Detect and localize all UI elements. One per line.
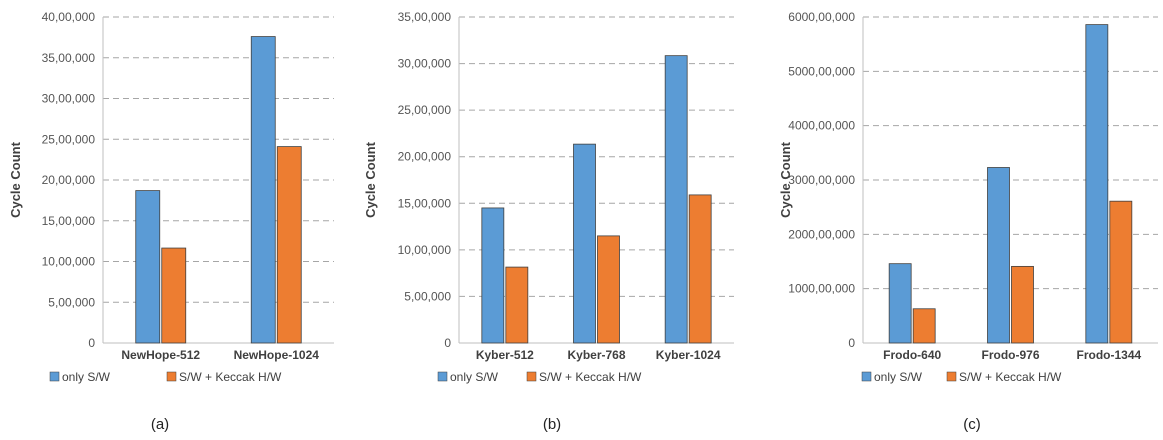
bar-only-sw — [987, 167, 1010, 344]
bar-sw-keccak-hw — [505, 266, 529, 344]
panel-caption: (c) — [963, 416, 981, 433]
bar-sw-keccak-hw — [688, 194, 712, 344]
x-category-label: Kyber-768 — [567, 348, 625, 362]
x-category-label: NewHope-512 — [121, 348, 200, 362]
y-tick-label: 25,00,000 — [42, 132, 96, 146]
bar-sw-keccak-hw — [1011, 265, 1034, 344]
y-tick-label: 30,00,000 — [398, 57, 452, 71]
y-tick-label: 30,00,000 — [42, 92, 96, 106]
x-category-label: Frodo-976 — [981, 348, 1039, 362]
legend-label: only S/W — [450, 370, 499, 384]
legend-swatch — [946, 371, 957, 382]
legend-swatch — [49, 371, 60, 382]
bar-sw-keccak-hw — [161, 247, 187, 344]
y-tick-label: 6000,00,000 — [788, 10, 855, 24]
x-category-label: Frodo-1344 — [1076, 348, 1141, 362]
panel-caption: (b) — [543, 416, 561, 433]
y-tick-label: 10,00,000 — [398, 243, 452, 257]
y-tick-label: 4000,00,000 — [788, 119, 855, 133]
bar-sw-keccak-hw — [597, 235, 620, 344]
y-tick-label: 2000,00,000 — [788, 227, 855, 241]
bar-only-sw — [573, 143, 596, 344]
y-tick-label: 40,00,000 — [42, 10, 96, 24]
y-tick-label: 15,00,000 — [42, 214, 96, 228]
legend-label: only S/W — [62, 370, 111, 384]
bar-only-sw — [888, 263, 912, 344]
legend-label: S/W + Keccak H/W — [539, 370, 642, 384]
bar-sw-keccak-hw — [1109, 200, 1133, 344]
bar-sw-keccak-hw — [276, 146, 302, 344]
legend-swatch — [526, 371, 537, 382]
y-tick-label: 0 — [848, 336, 855, 350]
y-tick-label: 1000,00,000 — [788, 282, 855, 296]
y-axis-label: Cycle Count — [8, 141, 23, 218]
x-category-label: Kyber-512 — [476, 348, 534, 362]
y-tick-label: 10,00,000 — [42, 255, 96, 269]
y-tick-label: 0 — [444, 336, 451, 350]
chart-0: 0 5,00,000 10,00,000 15,00,000 20,00,000 25,0… — [8, 10, 334, 433]
x-category-label: Kyber-1024 — [656, 348, 721, 362]
bar-only-sw — [664, 55, 688, 344]
y-tick-label: 35,00,000 — [398, 10, 452, 24]
bar-only-sw — [135, 190, 161, 344]
chart-2: 0 1000,00,000 2000,00,000 3000,00,000 4000,0… — [778, 10, 1158, 433]
y-tick-label: 20,00,000 — [42, 173, 96, 187]
y-axis-label: Cycle Count — [363, 141, 378, 218]
bar-only-sw — [1085, 24, 1109, 344]
bar-only-sw — [481, 207, 505, 344]
y-tick-label: 20,00,000 — [398, 150, 452, 164]
legend-label: only S/W — [874, 370, 923, 384]
y-tick-label: 3000,00,000 — [788, 173, 855, 187]
legend-label: S/W + Keccak H/W — [959, 370, 1062, 384]
legend-swatch — [437, 371, 448, 382]
y-tick-label: 25,00,000 — [398, 103, 452, 117]
x-category-label: Frodo-640 — [883, 348, 941, 362]
y-axis-label: Cycle Count — [778, 141, 793, 218]
y-tick-label: 5000,00,000 — [788, 64, 855, 78]
bar-only-sw — [250, 36, 276, 344]
y-tick-label: 15,00,000 — [398, 196, 452, 210]
legend-label: S/W + Keccak H/W — [179, 370, 282, 384]
y-tick-label: 0 — [88, 336, 95, 350]
panel-caption: (a) — [151, 416, 169, 433]
y-tick-label: 5,00,000 — [404, 289, 451, 303]
legend-swatch — [166, 371, 177, 382]
legend-swatch — [861, 371, 872, 382]
x-category-label: NewHope-1024 — [234, 348, 320, 362]
chart-1: 0 5,00,000 10,00,000 15,00,000 20,00,000 25,0… — [363, 10, 734, 433]
y-tick-label: 5,00,000 — [48, 295, 95, 309]
bar-sw-keccak-hw — [912, 308, 936, 344]
y-tick-label: 35,00,000 — [42, 51, 96, 65]
